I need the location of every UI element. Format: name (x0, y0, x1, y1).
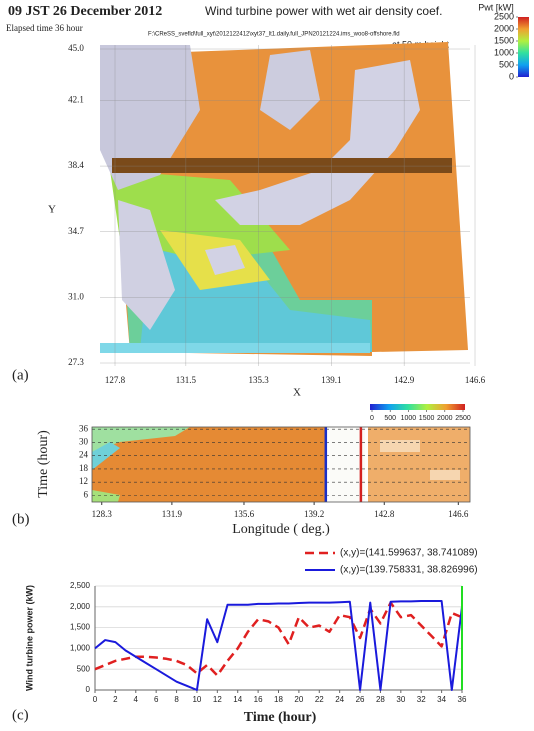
x-tick-label: 16 (254, 695, 263, 704)
map-image (100, 42, 468, 356)
y-tick-label: 1,500 (70, 623, 91, 632)
panel-label: (a) (12, 367, 29, 383)
x-tick-label: 24 (335, 695, 344, 704)
y-axis-label: Time (hour) (36, 430, 51, 498)
x-tick-label: 135.6 (234, 509, 255, 519)
y-tick-label: 45.0 (68, 43, 84, 53)
x-axis-label: Longitude ( deg.) (232, 522, 330, 537)
y-tick-label: 2,000 (70, 602, 91, 611)
series-line (94, 601, 463, 677)
colorbar-tick-label: 1500 (419, 415, 435, 422)
colorbar-tick-label: 500 (499, 59, 514, 69)
x-tick-label: 14 (233, 695, 242, 704)
x-tick-label: 8 (174, 695, 179, 704)
y-tick-label: 500 (77, 664, 91, 673)
colorbar-tick-label: 1500 (494, 35, 514, 45)
x-tick-label: 127.8 (105, 375, 126, 385)
plot-frame (91, 426, 471, 503)
y-tick-label: 6 (84, 489, 89, 499)
x-tick-label: 135.3 (248, 375, 269, 385)
file-path: F:\CReSS_svefld\full_xyt\2012122412\xyt3… (148, 32, 400, 38)
y-tick-label: 2,500 (70, 581, 91, 590)
y-axis-label: Wind turbine power (kW) (24, 585, 34, 691)
y-tick-label: 1,000 (70, 644, 91, 653)
colorbar-tick-label: 500 (384, 415, 396, 422)
x-tick-label: 36 (458, 695, 467, 704)
x-tick-label: 146.6 (448, 509, 469, 519)
x-tick-label: 32 (417, 695, 426, 704)
x-tick-label: 30 (396, 695, 405, 704)
x-tick-label: 20 (294, 695, 303, 704)
x-tick-label: 146.6 (465, 375, 486, 385)
x-tick-label: 10 (192, 695, 201, 704)
x-tick-label: 2 (113, 695, 118, 704)
y-tick-label: 31.0 (68, 291, 84, 301)
colorbar-tick-label: 0 (370, 415, 374, 422)
y-axis-label: Y (48, 204, 56, 216)
x-tick-label: 28 (376, 695, 385, 704)
colorbar (370, 404, 465, 410)
colorbar-tick-label: 2500 (455, 415, 471, 422)
legend-label: (x,y)=(139.758331, 38.826996) (340, 565, 478, 576)
colorbar-tick-label: 2500 (494, 11, 514, 21)
colorbar-tick-label: 1000 (401, 415, 417, 422)
colorbar-tick-label: 1000 (494, 47, 514, 57)
x-tick-label: 0 (93, 695, 98, 704)
y-tick-label: 30 (79, 437, 89, 447)
x-axis-label: Time (hour) (244, 710, 317, 725)
x-axis-label: X (293, 387, 301, 399)
y-tick-label: 42.1 (68, 95, 84, 105)
x-tick-label: 131.5 (176, 375, 197, 385)
colorbar-label: Pwt [kW] (478, 2, 514, 12)
y-tick-label: 24 (79, 450, 89, 460)
y-tick-label: 34.7 (68, 226, 84, 236)
x-tick-label: 142.8 (374, 509, 395, 519)
x-tick-label: 34 (437, 695, 446, 704)
colorbar (518, 17, 529, 77)
colorbar-tick-label: 2000 (437, 415, 453, 422)
subtitle: Wind turbine power with wet air density … (205, 4, 442, 18)
title: 09 JST 26 December 2012 (8, 4, 162, 19)
y-tick-label: 38.4 (68, 160, 84, 170)
x-tick-label: 139.1 (321, 375, 341, 385)
y-tick-label: 0 (86, 685, 91, 694)
x-tick-label: 18 (274, 695, 283, 704)
x-tick-label: 12 (213, 695, 222, 704)
x-tick-label: 128.3 (92, 509, 113, 519)
panel-label: (b) (12, 511, 30, 527)
x-tick-label: 26 (356, 695, 365, 704)
colorbar-tick-label: 0 (509, 71, 514, 81)
heatmap-image (92, 427, 470, 502)
series-line (94, 599, 463, 691)
x-tick-label: 6 (154, 695, 159, 704)
y-tick-label: 36 (79, 423, 89, 433)
y-tick-label: 18 (79, 463, 89, 473)
x-tick-label: 139.2 (304, 509, 324, 519)
x-tick-label: 22 (315, 695, 324, 704)
elapsed-time: Elapsed time 36 hour (6, 23, 83, 33)
y-tick-label: 27.3 (68, 357, 84, 367)
x-tick-label: 142.9 (394, 375, 415, 385)
legend-label: (x,y)=(141.599637, 38.741089) (340, 548, 478, 559)
x-tick-label: 4 (134, 695, 139, 704)
colorbar-tick-label: 2000 (494, 23, 514, 33)
x-tick-label: 131.9 (162, 509, 183, 519)
y-tick-label: 12 (79, 476, 88, 486)
panel-label: (c) (12, 707, 29, 723)
